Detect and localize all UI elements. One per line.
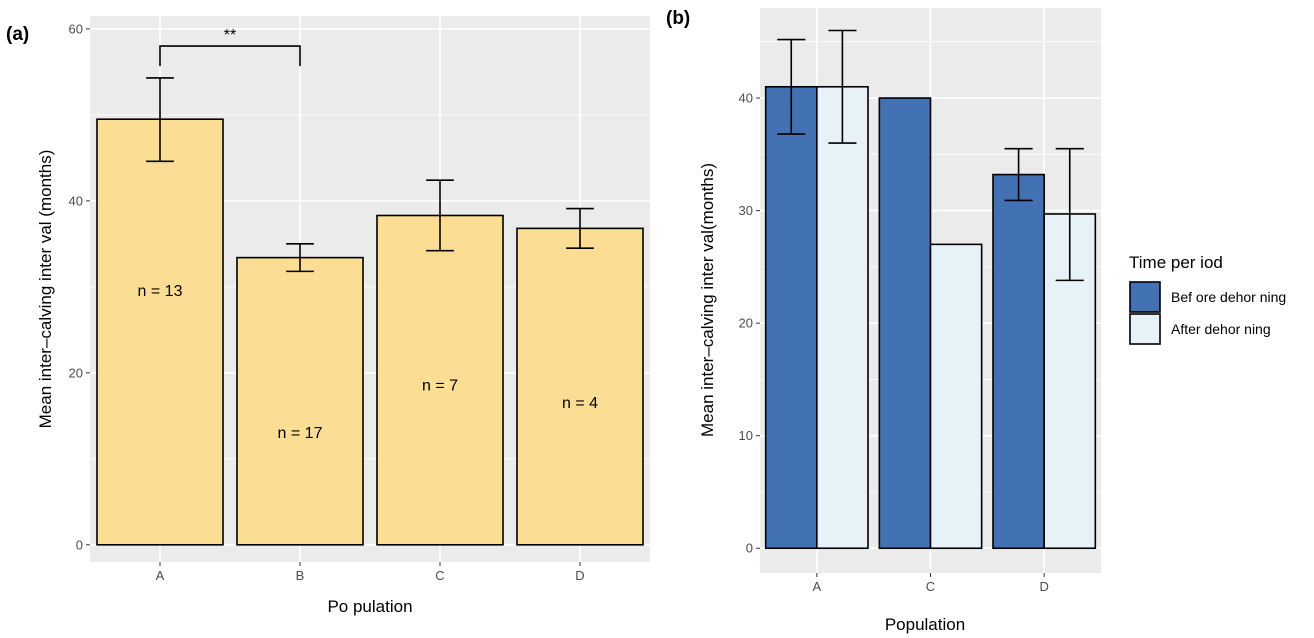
panel-a-x-tick-label: A: [156, 568, 165, 583]
panel-b-y-axis-title: Mean inter–calving inter val(months): [698, 163, 717, 437]
legend-label-after: After dehor ning: [1171, 321, 1271, 337]
legend: Time per iod Bef ore dehor ning After deh…: [1129, 253, 1286, 344]
panel-a-sample-size-label: n = 13: [138, 283, 183, 300]
panel-a-sample-size-label: n = 17: [278, 425, 323, 442]
panel-a-x-tick-label: B: [296, 568, 305, 583]
panel-b-bar-before-A: [766, 87, 817, 548]
panel-b-bar-after-A: [817, 87, 868, 548]
panel-a-sample-size-label: n = 4: [562, 395, 598, 412]
panel-b-y-tick-label: 0: [746, 541, 753, 556]
panel-a-y-tick-label: 60: [69, 21, 83, 36]
panel-b-bar-before-D: [993, 175, 1044, 549]
legend-title: Time per iod: [1129, 253, 1223, 272]
panel-a: n = 13 n = 17 n = 7 n = 4 ** 0 20 40 60 A B C D: [69, 16, 650, 583]
panel-a-y-axis-title: Mean inter–calving inter val (months): [36, 150, 55, 429]
panel-a-y-tick-label: 0: [76, 537, 83, 552]
panel-a-x-tick-label: D: [575, 568, 584, 583]
legend-swatch-after: [1130, 314, 1160, 344]
panel-a-sample-size-label: n = 7: [422, 378, 458, 395]
panel-a-letter: (a): [6, 24, 29, 45]
panel-b-x-axis-title: Population: [885, 615, 965, 634]
panel-a-bar-B: [237, 258, 363, 545]
panel-b-x-tick-label: A: [812, 579, 821, 594]
panel-a-y-tick-label: 40: [69, 193, 83, 208]
panel-b-letter: (b): [666, 8, 690, 29]
panel-a-x-tick-label: C: [435, 568, 444, 583]
panel-b-y-tick-label: 30: [739, 203, 753, 218]
panel-a-bar-D: [517, 228, 643, 544]
panel-b-y-tick-label: 40: [739, 91, 753, 106]
panel-b-bar-before-C: [879, 98, 930, 548]
panel-b-x-tick-label: D: [1039, 579, 1048, 594]
panel-b-y-tick-label: 20: [739, 316, 753, 331]
panel-a-bar-A: [97, 119, 223, 545]
panel-a-significance-label: **: [224, 27, 236, 44]
panel-b-bar-after-C: [931, 244, 982, 548]
panel-a-y-tick-label: 20: [69, 365, 83, 380]
legend-label-before: Bef ore dehor ning: [1171, 289, 1286, 305]
panel-b-y-tick-label: 10: [739, 428, 753, 443]
panel-a-x-axis-title: Po pulation: [327, 597, 412, 616]
panel-b-x-tick-label: C: [926, 579, 935, 594]
panel-b: 0 10 20 30 40 A C D: [739, 8, 1101, 594]
legend-swatch-before: [1130, 282, 1160, 312]
